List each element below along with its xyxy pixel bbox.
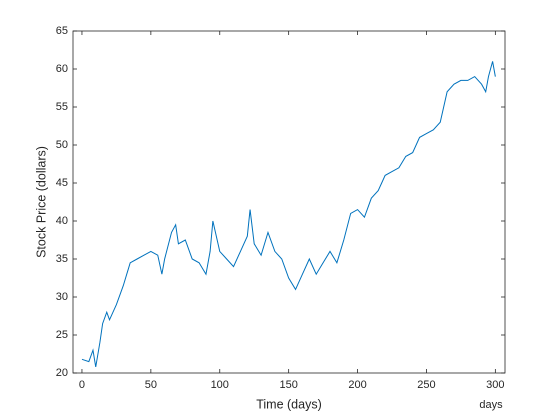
x-tick-label: 0 xyxy=(79,379,85,391)
x-tick-label: 250 xyxy=(417,379,435,391)
y-tick-label: 35 xyxy=(56,253,68,265)
y-tick-label: 20 xyxy=(56,367,68,379)
x-tick-label: 150 xyxy=(279,379,297,391)
line xyxy=(81,61,496,368)
y-tick-label: 55 xyxy=(56,101,68,113)
y-tick-label: 30 xyxy=(56,291,68,303)
y-tick-label: 45 xyxy=(56,177,68,189)
y-label: Stock Price (dollars) xyxy=(34,146,48,258)
x-tick-label: 300 xyxy=(486,379,504,391)
y-tick-label: 65 xyxy=(56,25,68,37)
y-tick-label: 25 xyxy=(56,329,68,341)
x-unit-label: days xyxy=(479,399,503,411)
plot-box xyxy=(72,30,506,374)
y-tick-label: 50 xyxy=(56,139,68,151)
x-label: Time (days) xyxy=(256,397,322,411)
x-tick-label: 100 xyxy=(211,379,229,391)
x-tick-label: 200 xyxy=(348,379,366,391)
y-tick-label: 60 xyxy=(56,63,68,75)
y-tick-label: 40 xyxy=(56,215,68,227)
x-tick-label: 50 xyxy=(145,379,157,391)
